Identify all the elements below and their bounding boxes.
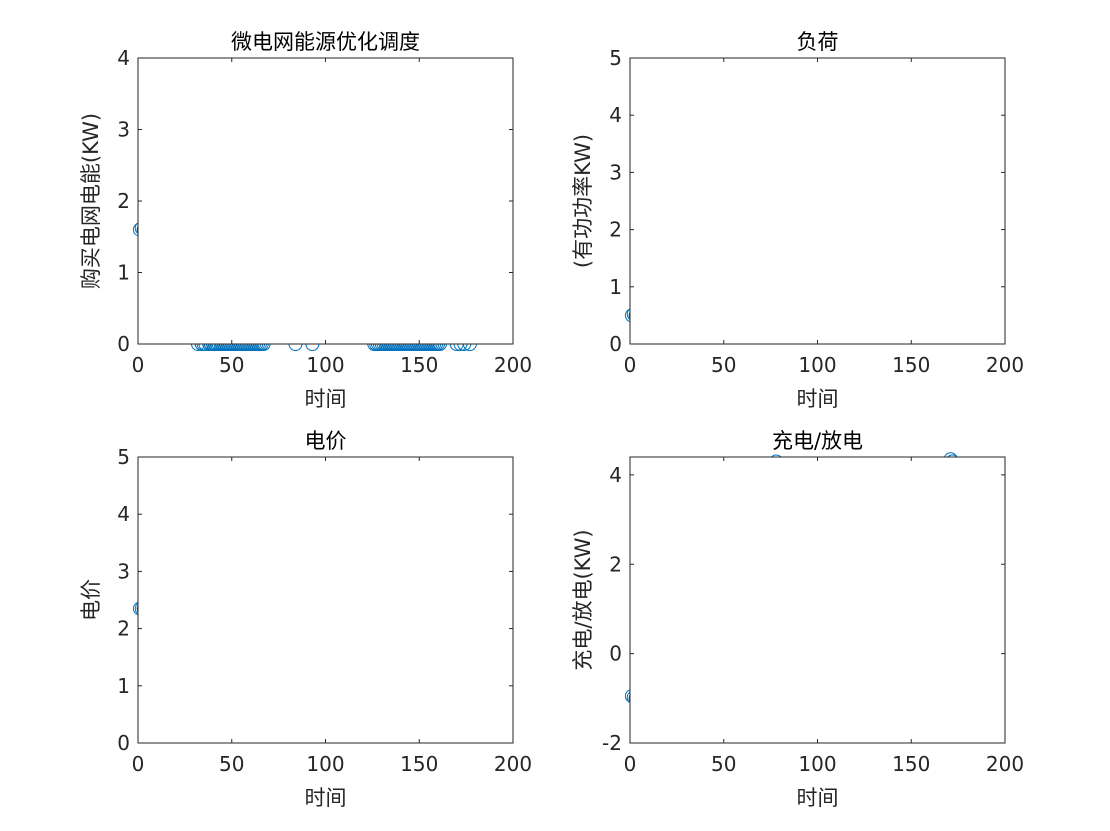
y-tick-label: 0 [609, 332, 622, 356]
y-tick-label: 5 [609, 46, 622, 70]
chart-title: 充电/放电 [772, 429, 863, 453]
x-tick-label: 50 [219, 353, 244, 377]
y-tick-label: 3 [117, 559, 130, 583]
y-axis-label: 电价 [79, 579, 103, 621]
y-tick-label: 0 [609, 642, 622, 666]
x-tick-label: 150 [400, 752, 438, 776]
y-axis-label: 充电/放电(KW) [571, 529, 595, 670]
x-tick-label: 50 [711, 752, 736, 776]
x-axis-label: 时间 [797, 387, 839, 411]
x-tick-label: 0 [132, 353, 145, 377]
y-tick-label: 4 [117, 502, 130, 526]
x-tick-label: 150 [892, 353, 930, 377]
y-tick-label: 4 [609, 463, 622, 487]
y-tick-label: 1 [117, 674, 130, 698]
x-tick-label: 150 [892, 752, 930, 776]
x-tick-label: 100 [306, 752, 344, 776]
y-tick-label: 2 [609, 552, 622, 576]
x-tick-label: 100 [306, 353, 344, 377]
y-tick-label: 3 [117, 118, 130, 142]
axes-box [629, 57, 1006, 345]
axes-box [137, 456, 514, 744]
x-tick-label: 200 [494, 353, 532, 377]
x-tick-label: 100 [798, 353, 836, 377]
x-tick-label: 200 [986, 752, 1024, 776]
x-axis-label: 时间 [797, 786, 839, 810]
y-tick-label: 2 [117, 617, 130, 641]
y-tick-label: 0 [117, 332, 130, 356]
axes-box [137, 57, 514, 345]
x-tick-label: 150 [400, 353, 438, 377]
y-tick-label: 4 [609, 103, 622, 127]
x-tick-label: 200 [494, 752, 532, 776]
y-tick-label: 4 [117, 46, 130, 70]
x-axis-label: 时间 [305, 786, 347, 810]
x-tick-label: 0 [132, 752, 145, 776]
axes-box [629, 456, 1006, 744]
y-axis-label: 购买电网电能(KW) [79, 113, 103, 289]
y-tick-label: 5 [117, 445, 130, 469]
y-tick-label: 3 [609, 160, 622, 184]
chart-title: 微电网能源优化调度 [231, 30, 420, 54]
y-axis-label: (有功功率KW) [571, 134, 595, 268]
y-tick-label: 0 [117, 731, 130, 755]
x-tick-label: 50 [711, 353, 736, 377]
x-tick-label: 0 [624, 752, 637, 776]
x-axis-label: 时间 [305, 387, 347, 411]
x-tick-label: 200 [986, 353, 1024, 377]
chart-title: 电价 [305, 429, 347, 453]
chart-title: 负荷 [797, 30, 839, 54]
x-tick-label: 0 [624, 353, 637, 377]
x-tick-label: 100 [798, 752, 836, 776]
y-tick-label: 1 [117, 261, 130, 285]
y-tick-label: 2 [609, 218, 622, 242]
y-tick-label: -2 [602, 731, 622, 755]
y-tick-label: 1 [609, 275, 622, 299]
y-tick-label: 2 [117, 189, 130, 213]
x-tick-label: 50 [219, 752, 244, 776]
